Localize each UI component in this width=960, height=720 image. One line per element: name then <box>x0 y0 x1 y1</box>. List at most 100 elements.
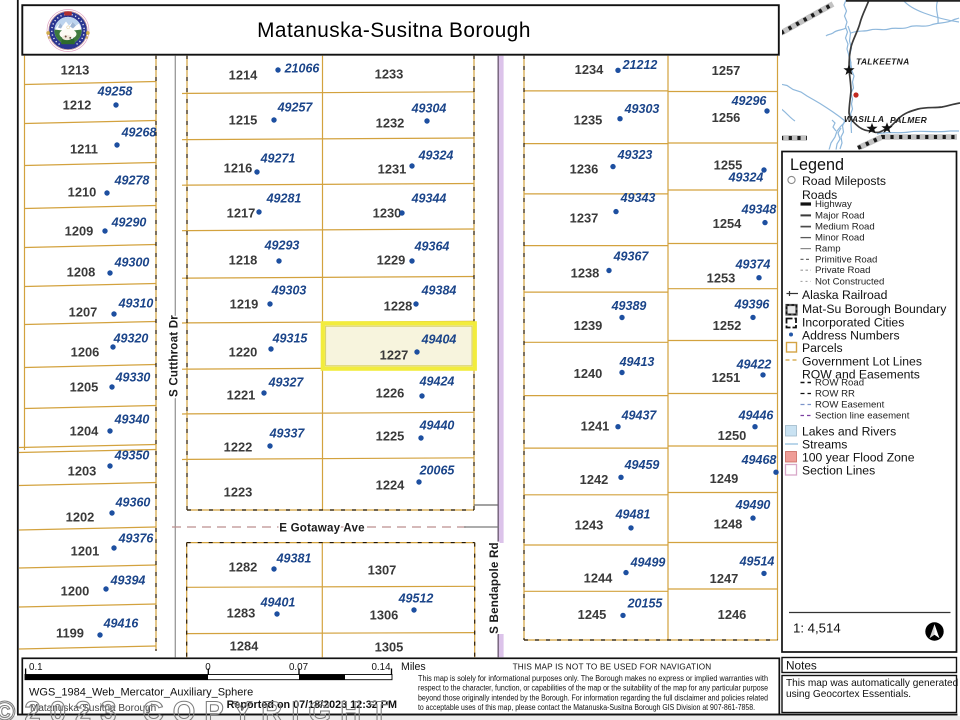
svg-text:49340: 49340 <box>114 412 150 426</box>
svg-text:49320: 49320 <box>113 331 149 345</box>
svg-text:49303: 49303 <box>271 283 307 297</box>
svg-text:49481: 49481 <box>615 508 651 522</box>
svg-text:1217: 1217 <box>227 206 256 221</box>
svg-text:49315: 49315 <box>272 331 309 345</box>
svg-text:1223: 1223 <box>224 485 253 500</box>
svg-text:1222: 1222 <box>224 440 253 455</box>
svg-text:1213: 1213 <box>61 63 90 78</box>
svg-text:49514: 49514 <box>739 554 775 568</box>
svg-text:1234: 1234 <box>575 62 605 77</box>
svg-text:1207: 1207 <box>69 305 98 320</box>
svg-text:1284: 1284 <box>230 639 260 654</box>
svg-text:1249: 1249 <box>710 471 739 486</box>
svg-text:Major Road: Major Road <box>815 210 865 221</box>
svg-text:49350: 49350 <box>114 448 150 462</box>
svg-text:1244: 1244 <box>584 570 614 585</box>
svg-text:WASILLA: WASILLA <box>844 114 884 124</box>
svg-text:1232: 1232 <box>376 116 405 131</box>
svg-text:49327: 49327 <box>268 375 305 389</box>
svg-text:49271: 49271 <box>260 151 296 165</box>
svg-text:49281: 49281 <box>266 191 302 205</box>
svg-text:1242: 1242 <box>580 472 609 487</box>
svg-text:ROW and Easements: ROW and Easements <box>802 368 920 382</box>
svg-text:49376: 49376 <box>118 531 155 545</box>
svg-text:1246: 1246 <box>718 607 747 622</box>
svg-text:49440: 49440 <box>419 418 455 432</box>
svg-text:49364: 49364 <box>414 239 450 253</box>
svg-text:1202: 1202 <box>66 510 95 525</box>
svg-text:1227: 1227 <box>380 348 409 363</box>
svg-text:49330: 49330 <box>115 370 151 384</box>
svg-text:49416: 49416 <box>103 616 140 630</box>
svg-text:1212: 1212 <box>63 98 92 113</box>
svg-text:Parcels: Parcels <box>802 341 843 355</box>
svg-text:20065: 20065 <box>419 463 456 477</box>
svg-text:1199: 1199 <box>56 626 84 641</box>
svg-text:Alaska Railroad: Alaska Railroad <box>802 288 887 302</box>
svg-text:WGS_1984_Web_Mercator_Auxiliar: WGS_1984_Web_Mercator_Auxiliary_Sphere <box>29 687 253 699</box>
svg-text:1224: 1224 <box>376 478 406 493</box>
svg-text:Highway: Highway <box>815 199 852 210</box>
svg-text:49304: 49304 <box>411 101 447 115</box>
svg-text:49258: 49258 <box>97 84 133 98</box>
svg-text:21212: 21212 <box>622 58 658 72</box>
svg-text:1257: 1257 <box>712 63 741 78</box>
svg-text:49268: 49268 <box>121 125 157 139</box>
svg-text:1255: 1255 <box>714 158 743 173</box>
svg-text:Minor Road: Minor Road <box>815 233 865 244</box>
svg-text:Address Numbers: Address Numbers <box>802 329 900 343</box>
svg-text:49384: 49384 <box>421 283 457 297</box>
svg-text:1216: 1216 <box>224 161 253 176</box>
svg-text:1305: 1305 <box>375 640 404 655</box>
svg-text:49367: 49367 <box>613 250 650 264</box>
svg-text:1203: 1203 <box>68 464 97 479</box>
svg-text:E Gotaway Ave: E Gotaway Ave <box>279 522 365 535</box>
svg-text:Streams: Streams <box>802 438 847 452</box>
svg-text:1307: 1307 <box>368 563 397 578</box>
svg-text:49512: 49512 <box>398 591 434 605</box>
svg-text:This map is solely for informa: This map is solely for informational pur… <box>418 674 768 683</box>
svg-text:1220: 1220 <box>229 345 258 360</box>
svg-text:49343: 49343 <box>620 191 656 205</box>
svg-text:Mat-Su Borough Boundary: Mat-Su Borough Boundary <box>802 302 947 316</box>
svg-text:beyond those originally intend: beyond those originally intended by the … <box>418 693 768 702</box>
svg-text:1230: 1230 <box>373 206 402 221</box>
svg-text:1283: 1283 <box>227 606 256 621</box>
svg-text:49348: 49348 <box>741 203 777 217</box>
svg-text:49413: 49413 <box>619 355 655 369</box>
svg-text:0: 0 <box>205 662 211 673</box>
svg-text:49344: 49344 <box>411 191 447 205</box>
svg-text:1206: 1206 <box>71 345 100 360</box>
svg-text:49324: 49324 <box>418 148 454 162</box>
svg-text:1251: 1251 <box>712 370 741 385</box>
svg-text:49490: 49490 <box>735 498 771 512</box>
svg-text:ROW RR: ROW RR <box>815 389 855 400</box>
svg-text:1236: 1236 <box>570 162 599 177</box>
svg-text:0.1: 0.1 <box>29 662 43 673</box>
svg-text:1243: 1243 <box>575 518 604 533</box>
svg-text:49293: 49293 <box>264 238 300 252</box>
svg-text:1205: 1205 <box>70 380 99 395</box>
svg-text:1238: 1238 <box>571 266 600 281</box>
svg-text:49278: 49278 <box>114 173 150 187</box>
svg-text:TALKEETNA: TALKEETNA <box>856 57 910 67</box>
svg-text:using Geocortex Essentials.: using Geocortex Essentials. <box>786 689 911 700</box>
svg-text:1225: 1225 <box>376 429 405 444</box>
svg-text:1214: 1214 <box>229 68 259 83</box>
svg-text:Roads: Roads <box>802 188 837 202</box>
svg-text:49459: 49459 <box>624 458 660 472</box>
svg-text:PALMER: PALMER <box>890 115 928 125</box>
svg-text:49468: 49468 <box>741 453 777 467</box>
svg-text:49404: 49404 <box>421 332 457 346</box>
svg-text:Road Mileposts: Road Mileposts <box>802 174 886 188</box>
svg-text:49437: 49437 <box>621 408 658 422</box>
svg-text:1200: 1200 <box>61 584 90 599</box>
svg-text:1282: 1282 <box>229 560 258 575</box>
svg-text:Miles: Miles <box>401 661 426 673</box>
svg-text:49389: 49389 <box>611 299 647 313</box>
svg-text:1226: 1226 <box>376 386 405 401</box>
svg-text:1208: 1208 <box>67 265 96 280</box>
svg-text:1240: 1240 <box>574 366 603 381</box>
svg-text:49337: 49337 <box>269 426 306 440</box>
svg-text:Matanuska-Susitna Borough: Matanuska-Susitna Borough <box>257 19 531 42</box>
